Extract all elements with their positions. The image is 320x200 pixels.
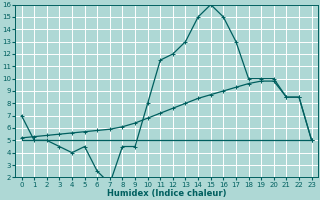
X-axis label: Humidex (Indice chaleur): Humidex (Indice chaleur) xyxy=(107,189,226,198)
